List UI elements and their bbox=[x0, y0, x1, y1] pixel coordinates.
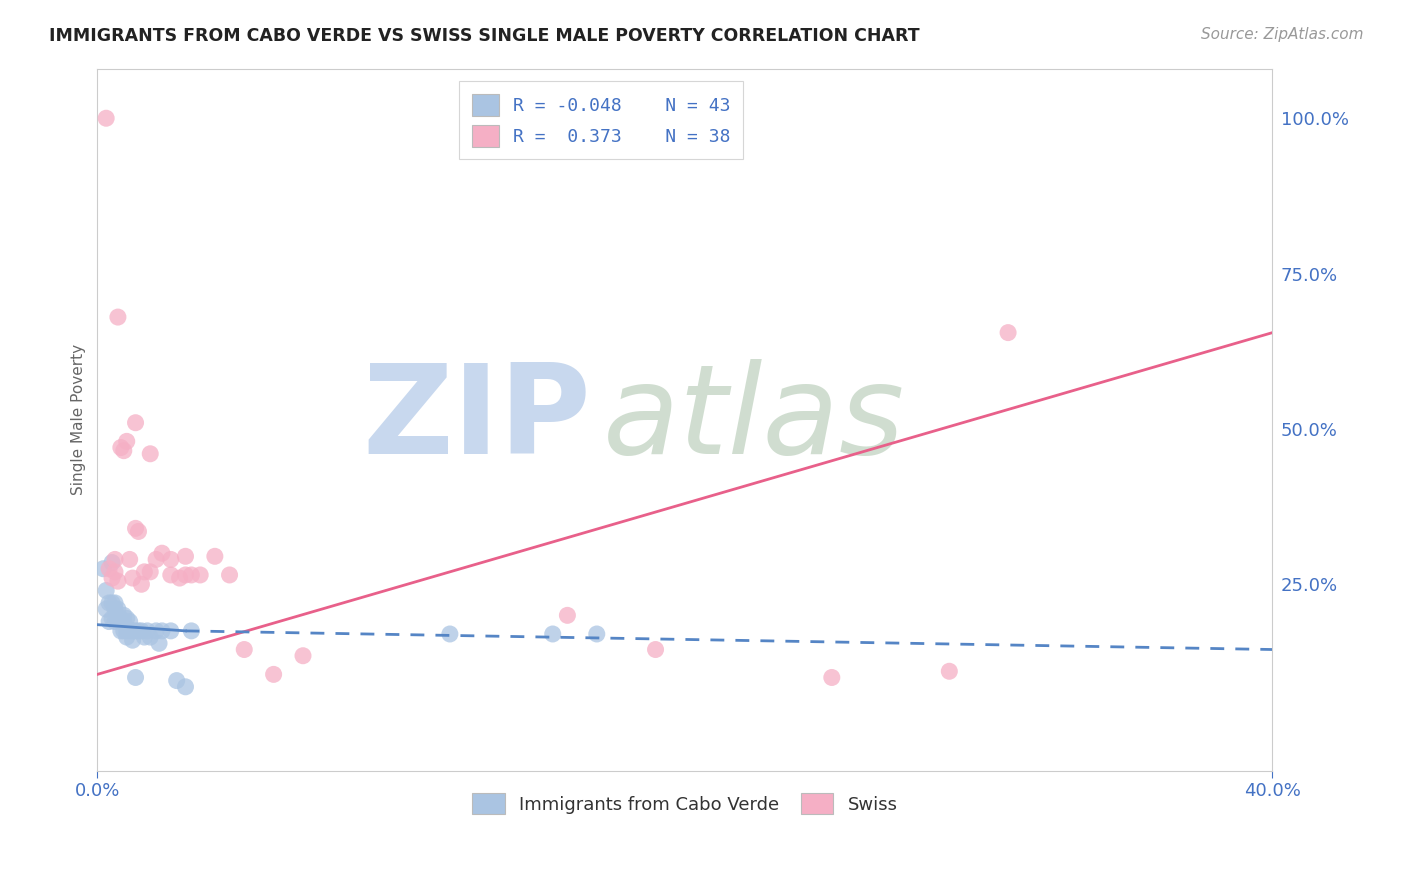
Point bbox=[180, 568, 202, 582]
Point bbox=[150, 624, 173, 638]
Point bbox=[541, 627, 564, 641]
Point bbox=[121, 624, 143, 638]
Point bbox=[107, 310, 129, 324]
Point bbox=[104, 565, 127, 579]
Point bbox=[115, 630, 138, 644]
Point bbox=[98, 562, 121, 576]
Y-axis label: Single Male Poverty: Single Male Poverty bbox=[72, 344, 86, 495]
Point bbox=[233, 642, 256, 657]
Point bbox=[644, 642, 666, 657]
Point bbox=[115, 611, 138, 625]
Point bbox=[174, 680, 197, 694]
Text: atlas: atlas bbox=[603, 359, 905, 480]
Point bbox=[115, 434, 138, 449]
Point bbox=[159, 568, 181, 582]
Point bbox=[124, 521, 146, 535]
Point bbox=[110, 615, 132, 629]
Point bbox=[292, 648, 315, 663]
Point bbox=[150, 546, 173, 560]
Point bbox=[218, 568, 240, 582]
Point bbox=[112, 608, 135, 623]
Point bbox=[180, 624, 202, 638]
Point bbox=[997, 326, 1019, 340]
Point bbox=[166, 673, 188, 688]
Point bbox=[124, 624, 146, 638]
Point bbox=[121, 633, 143, 648]
Point bbox=[127, 524, 149, 539]
Point bbox=[104, 552, 127, 566]
Point bbox=[938, 665, 960, 679]
Point bbox=[91, 562, 114, 576]
Text: ZIP: ZIP bbox=[363, 359, 591, 480]
Point bbox=[131, 577, 153, 591]
Point bbox=[98, 615, 121, 629]
Point bbox=[145, 624, 167, 638]
Point bbox=[107, 574, 129, 589]
Point bbox=[98, 596, 121, 610]
Point bbox=[263, 667, 285, 681]
Point bbox=[124, 416, 146, 430]
Point bbox=[134, 630, 156, 644]
Point bbox=[148, 636, 170, 650]
Point bbox=[118, 624, 141, 638]
Point bbox=[131, 624, 153, 638]
Point bbox=[439, 627, 461, 641]
Text: IMMIGRANTS FROM CABO VERDE VS SWISS SINGLE MALE POVERTY CORRELATION CHART: IMMIGRANTS FROM CABO VERDE VS SWISS SING… bbox=[49, 27, 920, 45]
Point bbox=[110, 624, 132, 638]
Point bbox=[585, 627, 607, 641]
Point bbox=[104, 602, 127, 616]
Point bbox=[145, 552, 167, 566]
Point bbox=[174, 549, 197, 564]
Point bbox=[115, 624, 138, 638]
Point bbox=[159, 624, 181, 638]
Point bbox=[107, 602, 129, 616]
Point bbox=[101, 611, 124, 625]
Point bbox=[101, 556, 124, 570]
Point bbox=[121, 571, 143, 585]
Point bbox=[139, 565, 162, 579]
Point bbox=[821, 671, 844, 685]
Legend: Immigrants from Cabo Verde, Swiss: Immigrants from Cabo Verde, Swiss bbox=[461, 782, 908, 825]
Point bbox=[557, 608, 579, 623]
Point bbox=[139, 447, 162, 461]
Point bbox=[104, 596, 127, 610]
Point bbox=[112, 624, 135, 638]
Point bbox=[169, 571, 191, 585]
Point bbox=[101, 596, 124, 610]
Point bbox=[136, 624, 159, 638]
Point bbox=[112, 443, 135, 458]
Point bbox=[188, 568, 211, 582]
Point bbox=[118, 615, 141, 629]
Point bbox=[118, 552, 141, 566]
Point bbox=[110, 441, 132, 455]
Point bbox=[104, 615, 127, 629]
Point bbox=[96, 602, 118, 616]
Text: Source: ZipAtlas.com: Source: ZipAtlas.com bbox=[1201, 27, 1364, 42]
Point bbox=[96, 112, 118, 126]
Point bbox=[127, 624, 149, 638]
Point bbox=[110, 611, 132, 625]
Point bbox=[204, 549, 226, 564]
Point bbox=[107, 611, 129, 625]
Point bbox=[159, 552, 181, 566]
Point bbox=[139, 630, 162, 644]
Point bbox=[134, 565, 156, 579]
Point bbox=[174, 568, 197, 582]
Point bbox=[124, 671, 146, 685]
Point bbox=[112, 615, 135, 629]
Point bbox=[96, 583, 118, 598]
Point bbox=[101, 571, 124, 585]
